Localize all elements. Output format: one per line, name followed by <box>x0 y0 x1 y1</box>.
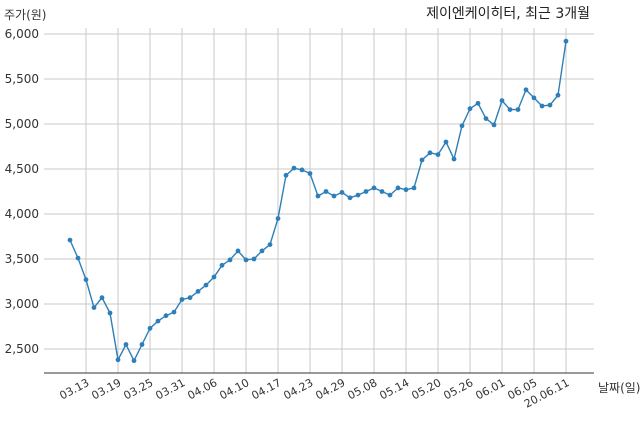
data-point <box>563 38 569 44</box>
data-point <box>155 318 161 324</box>
x-tick-label: 05.26 <box>441 376 475 402</box>
grid-lines <box>44 28 594 373</box>
data-point <box>531 95 537 101</box>
data-point <box>251 256 257 262</box>
x-tick-label: 03.25 <box>121 376 155 402</box>
data-point <box>547 102 553 108</box>
y-tick-label: 3,500 <box>5 252 39 266</box>
data-point <box>67 237 73 243</box>
x-tick-label: 06.01 <box>473 376 507 402</box>
data-point <box>171 309 177 315</box>
x-tick-label: 04.06 <box>185 376 219 402</box>
data-point <box>147 325 153 331</box>
y-tick-label: 6,000 <box>5 27 39 41</box>
data-point <box>443 139 449 145</box>
data-point <box>75 255 81 261</box>
data-point <box>195 289 201 294</box>
data-point <box>507 107 513 112</box>
x-tick-label: 03.31 <box>153 376 187 402</box>
data-point <box>139 342 145 347</box>
data-point <box>403 187 409 193</box>
data-point <box>259 248 265 254</box>
y-tick-label: 3,000 <box>5 297 39 311</box>
data-point <box>459 123 465 129</box>
data-point <box>179 297 185 302</box>
data-point <box>227 257 233 263</box>
data-point <box>451 156 457 162</box>
data-point <box>283 172 289 178</box>
series <box>67 38 569 364</box>
data-point <box>539 103 545 109</box>
data-point <box>523 87 529 93</box>
data-point <box>475 100 481 106</box>
y-tick-label: 5,000 <box>5 117 39 131</box>
x-tick-label: 03.19 <box>89 376 123 402</box>
data-point <box>219 262 225 268</box>
data-point <box>203 282 209 288</box>
data-point <box>235 248 241 254</box>
data-point <box>307 171 313 176</box>
data-point <box>275 216 281 221</box>
data-point <box>323 189 329 194</box>
x-axis-label: 날짜(일) <box>598 381 640 395</box>
data-point <box>99 295 105 301</box>
y-axis-ticks: 2,500 3,000 3,500 4,000 4,500 5,000 5,500 6,000 <box>5 27 39 356</box>
x-tick-label: 04.23 <box>281 376 315 402</box>
data-point <box>91 305 97 310</box>
data-point <box>107 310 113 316</box>
x-tick-label: 05.14 <box>377 376 411 402</box>
data-point <box>339 190 345 195</box>
data-point <box>395 185 401 191</box>
x-tick-label: 04.10 <box>217 376 251 402</box>
data-point <box>131 358 137 364</box>
chart-title: 제이엔케이히터, 최근 3개월 <box>426 6 590 22</box>
y-tick-label: 2,500 <box>5 342 39 356</box>
data-point <box>435 152 441 158</box>
y-tick-label: 4,500 <box>5 162 39 176</box>
data-point <box>299 167 305 173</box>
data-point <box>491 122 497 128</box>
data-point <box>483 116 489 121</box>
data-point <box>123 342 129 347</box>
data-point <box>163 313 169 319</box>
data-point <box>211 274 217 280</box>
data-point <box>467 106 473 112</box>
y-axis-label: 주가(원) <box>4 8 46 22</box>
x-tick-label: 05.20 <box>409 376 443 402</box>
data-point <box>499 98 505 103</box>
x-axis-ticks: 03.1303.1903.2503.3104.0604.1004.1704.23… <box>57 376 571 410</box>
data-point <box>187 295 193 301</box>
x-tick-label: 03.13 <box>57 376 91 402</box>
data-point <box>419 157 425 163</box>
data-point <box>83 277 89 283</box>
data-point <box>331 193 337 199</box>
x-tick-label: 04.29 <box>313 376 347 402</box>
data-point <box>355 192 361 198</box>
data-point <box>379 189 385 194</box>
x-tick-label: 04.17 <box>249 376 283 402</box>
data-point <box>387 192 393 198</box>
data-point <box>291 165 297 171</box>
data-point <box>515 107 521 112</box>
data-point <box>363 189 369 194</box>
y-tick-label: 4,000 <box>5 207 39 221</box>
data-point <box>411 185 417 191</box>
data-point <box>315 193 321 199</box>
data-point <box>115 357 121 363</box>
series-line <box>69 41 567 363</box>
data-point <box>555 92 561 98</box>
data-point <box>347 195 353 201</box>
x-tick-label: 05.08 <box>345 376 379 402</box>
data-point <box>371 185 377 191</box>
y-tick-label: 5,500 <box>5 72 39 86</box>
data-point <box>427 150 433 156</box>
data-point <box>267 242 273 248</box>
data-point <box>243 257 249 263</box>
